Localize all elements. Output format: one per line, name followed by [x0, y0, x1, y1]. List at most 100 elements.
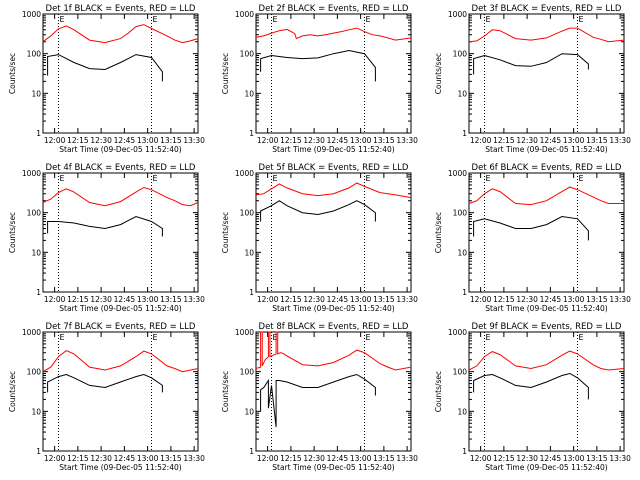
saa-marker-label: E [153, 15, 158, 24]
x-tick-label: 13:00 [137, 295, 159, 304]
events-series-line [473, 53, 589, 75]
x-axis-label: Start Time (09-Dec-05 11:52:40) [485, 463, 607, 472]
lld-series-line [468, 27, 625, 43]
panel-title: Det 8f BLACK = Events, RED = LLD [259, 322, 409, 332]
x-tick-label: 12:15 [280, 454, 302, 463]
x-tick-label: 12:00 [44, 454, 66, 463]
panel-5: Det 5f BLACK = Events, RED = LLD 1 10 100 10… [221, 163, 418, 313]
plot-frame [468, 331, 625, 452]
x-tick-label: 12:00 [470, 295, 492, 304]
x-tick-label: 13:30 [609, 454, 631, 463]
lld-series-line [468, 350, 625, 371]
x-tick-label: 12:30 [90, 136, 112, 145]
y-tick-label: 1 [36, 447, 41, 456]
x-tick-label: 12:30 [303, 454, 325, 463]
x-tick-label: 13:30 [609, 136, 631, 145]
y-tick-label: 1000 [22, 10, 41, 19]
x-tick-label: 12:00 [44, 295, 66, 304]
y-tick-label: 10 [31, 407, 41, 416]
saa-marker-label: E [366, 333, 371, 342]
saa-marker-label: E [579, 15, 584, 24]
panel-title: Det 1f BLACK = Events, RED = LLD [46, 4, 196, 14]
plot-frame [42, 331, 199, 452]
panel-7: Det 7f BLACK = Events, RED = LLD 1 10 100 10… [8, 322, 205, 472]
x-tick-label: 13:30 [396, 295, 418, 304]
x-tick-label: 12:00 [470, 454, 492, 463]
x-tick-label: 13:15 [373, 295, 395, 304]
x-tick-label: 13:15 [373, 454, 395, 463]
x-axis-label: Start Time (09-Dec-05 11:52:40) [59, 463, 181, 472]
y-tick-label: 100 [453, 209, 468, 218]
x-tick-label: 12:30 [303, 136, 325, 145]
y-tick-label: 100 [240, 50, 255, 59]
y-axis-label: Counts/sec [221, 53, 230, 94]
x-tick-label: 12:15 [280, 136, 302, 145]
panel-8: Det 8f BLACK = Events, RED = LLD 1 10 100 10… [221, 322, 418, 472]
y-tick-label: 1000 [22, 328, 41, 337]
x-tick-label: 12:00 [470, 136, 492, 145]
y-tick-label: 100 [453, 50, 468, 59]
y-tick-label: 1000 [448, 328, 467, 337]
x-tick-label: 12:15 [67, 295, 89, 304]
x-tick-label: 13:15 [586, 295, 608, 304]
panel-title: Det 9f BLACK = Events, RED = LLD [472, 322, 622, 332]
events-series-line [260, 49, 376, 82]
panel-title: Det 7f BLACK = Events, RED = LLD [46, 322, 196, 332]
panel-title: Det 5f BLACK = Events, RED = LLD [259, 163, 409, 173]
y-tick-label: 100 [240, 209, 255, 218]
y-tick-label: 100 [240, 368, 255, 377]
x-tick-label: 12:45 [327, 295, 349, 304]
x-tick-label: 13:00 [137, 136, 159, 145]
x-tick-label: 13:15 [160, 136, 182, 145]
y-tick-label: 1000 [235, 328, 254, 337]
y-tick-label: 1 [462, 288, 467, 297]
y-axis-label: Counts/sec [434, 53, 443, 94]
y-tick-label: 10 [457, 89, 467, 98]
saa-marker-label: E [486, 15, 491, 24]
x-tick-label: 13:30 [396, 454, 418, 463]
x-axis-label: Start Time (09-Dec-05 11:52:40) [485, 145, 607, 154]
saa-marker-label: E [486, 333, 491, 342]
x-tick-label: 13:15 [586, 136, 608, 145]
panel-title: Det 2f BLACK = Events, RED = LLD [259, 4, 409, 14]
lld-series-line [42, 186, 199, 207]
plot-frame [42, 172, 199, 293]
y-tick-label: 10 [31, 89, 41, 98]
y-tick-label: 100 [27, 50, 42, 59]
x-axis-label: Start Time (09-Dec-05 11:52:40) [59, 304, 181, 313]
plot-frame [255, 331, 412, 452]
saa-marker-label: E [579, 333, 584, 342]
y-axis-label: Counts/sec [221, 212, 230, 253]
y-axis-label: Counts/sec [434, 212, 443, 253]
y-tick-label: 1000 [448, 169, 467, 178]
x-tick-label: 12:30 [90, 295, 112, 304]
y-tick-label: 1 [36, 288, 41, 297]
saa-marker-label: E [153, 174, 158, 183]
panel-title: Det 4f BLACK = Events, RED = LLD [46, 163, 196, 173]
x-tick-label: 13:30 [183, 454, 205, 463]
saa-marker-label: E [366, 174, 371, 183]
y-tick-label: 1000 [22, 169, 41, 178]
x-tick-label: 12:30 [516, 454, 538, 463]
y-tick-label: 10 [457, 407, 467, 416]
y-tick-label: 1000 [448, 10, 467, 19]
panel-3: Det 3f BLACK = Events, RED = LLD 1 10 100 10… [434, 4, 631, 154]
x-tick-label: 13:00 [563, 454, 585, 463]
lld-series-line [255, 182, 412, 199]
x-tick-label: 13:00 [350, 295, 372, 304]
x-tick-label: 13:30 [183, 136, 205, 145]
saa-marker-label: E [579, 174, 584, 183]
lld-series-line [255, 331, 412, 371]
panel-title: Det 3f BLACK = Events, RED = LLD [472, 4, 622, 14]
x-tick-label: 12:00 [44, 136, 66, 145]
x-tick-label: 12:45 [114, 454, 136, 463]
y-tick-label: 1 [249, 129, 254, 138]
panel-6: Det 6f BLACK = Events, RED = LLD 1 10 100 10… [434, 163, 631, 313]
x-tick-label: 12:15 [67, 136, 89, 145]
x-tick-label: 12:30 [303, 295, 325, 304]
x-tick-label: 12:45 [540, 454, 562, 463]
y-tick-label: 10 [244, 89, 254, 98]
y-tick-label: 1 [462, 129, 467, 138]
x-tick-label: 12:00 [257, 295, 279, 304]
